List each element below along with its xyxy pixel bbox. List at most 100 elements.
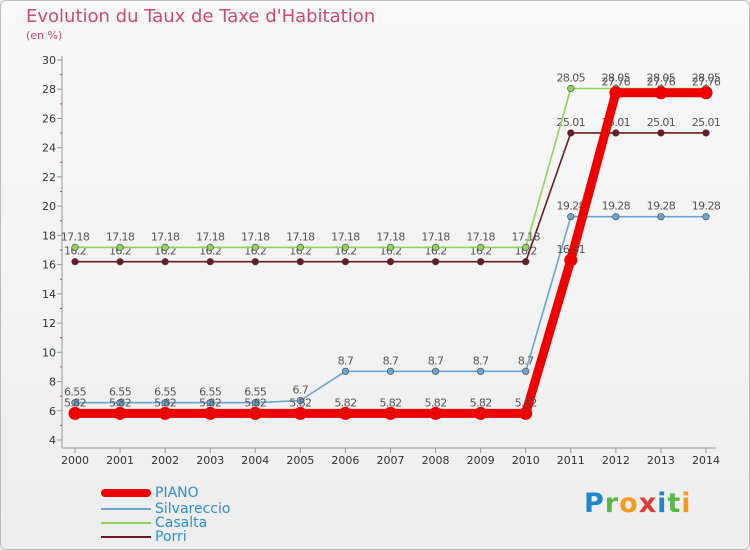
data-point-casalta	[206, 243, 214, 251]
chart-title: Evolution du Taux de Taxe d'Habitation	[26, 6, 376, 27]
data-point-casalta	[71, 243, 79, 251]
data-label-casalta: 28.05	[602, 72, 631, 85]
y-tick-label: 8	[49, 376, 56, 389]
data-point-porri	[431, 258, 440, 266]
data-point-silvareccio	[657, 213, 665, 221]
legend-item-casalta: Casalta	[101, 516, 207, 530]
logo-letter: x	[638, 488, 658, 519]
y-tick-label: 14	[42, 288, 56, 301]
data-point-porri	[477, 258, 485, 266]
data-point-silvareccio	[522, 367, 530, 375]
proxiti-logo: Proxiti	[584, 488, 692, 519]
y-tick-label: 22	[42, 171, 56, 184]
legend-label-porri: Porri	[155, 529, 187, 545]
data-point-piano	[68, 406, 82, 420]
data-point-casalta	[116, 243, 124, 251]
data-label-silvareccio: 8.7	[518, 354, 534, 367]
y-tick-label: 18	[42, 229, 56, 242]
data-point-porri	[206, 258, 214, 266]
data-point-piano	[248, 406, 262, 420]
y-tick-label: 12	[42, 317, 56, 330]
logo-letter: o	[619, 488, 639, 519]
y-tick-label: 24	[42, 142, 56, 155]
x-tick-label: 2011	[557, 454, 585, 467]
x-tick-label: 2007	[377, 454, 405, 467]
legend-item-porri: Porri	[101, 530, 187, 544]
data-point-casalta	[522, 243, 530, 251]
y-axis-unit: (en %)	[26, 29, 63, 42]
data-label-casalta: 17.18	[421, 230, 450, 243]
data-label-piano: 16.31	[557, 243, 586, 256]
data-label-silvareccio: 8.7	[428, 354, 444, 367]
legend-swatch-porri	[101, 536, 151, 538]
data-label-piano: 27.76	[647, 76, 676, 89]
x-tick-label: 2001	[106, 454, 134, 467]
x-tick-label: 2012	[602, 454, 630, 467]
data-point-silvareccio	[71, 399, 79, 407]
data-label-casalta: 17.18	[241, 230, 270, 243]
data-label-piano: 5.82	[154, 396, 176, 409]
data-point-casalta	[477, 243, 485, 251]
logo-letter: t	[667, 488, 682, 519]
data-label-casalta: 17.18	[106, 230, 135, 243]
x-tick-label: 2014	[692, 454, 720, 467]
data-label-silvareccio: 8.7	[473, 354, 489, 367]
data-point-piano	[474, 406, 488, 420]
data-label-piano: 5.82	[109, 396, 131, 409]
data-label-casalta: 17.18	[511, 230, 540, 243]
y-tick-label: 10	[42, 346, 56, 359]
legend-label-casalta: Casalta	[155, 515, 208, 531]
data-point-casalta	[251, 243, 259, 251]
data-point-porri	[386, 258, 395, 266]
data-label-casalta: 17.18	[151, 230, 180, 243]
data-point-casalta	[341, 243, 350, 251]
data-point-porri	[116, 258, 124, 266]
data-point-porri	[161, 258, 169, 266]
x-tick-label: 2013	[647, 454, 675, 467]
data-label-silvareccio: 19.28	[602, 200, 631, 213]
logo-letter: P	[584, 488, 605, 519]
y-tick-label: 6	[49, 405, 56, 418]
x-tick-label: 2005	[286, 454, 314, 467]
data-label-piano: 5.82	[470, 396, 492, 409]
data-label-silvareccio: 8.7	[338, 354, 354, 367]
data-point-silvareccio	[477, 367, 485, 375]
data-label-silvareccio: 19.28	[557, 200, 586, 213]
logo-letter: r	[604, 488, 620, 519]
data-point-piano	[609, 86, 623, 100]
data-label-piano: 5.82	[515, 396, 537, 409]
data-label-silvareccio: 19.28	[647, 200, 676, 213]
y-tick-label: 28	[42, 83, 56, 96]
data-point-porri	[71, 258, 79, 266]
data-point-porri	[251, 258, 259, 266]
legend-item-piano: PIANO	[101, 486, 199, 500]
data-point-piano	[113, 406, 127, 420]
x-tick-label: 2010	[512, 454, 540, 467]
legend-label-piano: PIANO	[155, 485, 199, 501]
data-label-porri: 25.01	[557, 116, 586, 129]
x-tick-label: 2006	[331, 454, 359, 467]
data-label-casalta: 28.05	[647, 72, 676, 85]
legend-label-silvareccio: Silvareccio	[155, 501, 231, 517]
y-tick-label: 20	[42, 200, 56, 213]
data-point-piano	[429, 406, 443, 420]
data-point-silvareccio	[116, 399, 124, 407]
data-point-silvareccio	[702, 213, 710, 221]
legend-swatch-piano	[101, 489, 151, 497]
data-point-silvareccio	[612, 213, 620, 221]
data-point-piano	[338, 406, 352, 420]
data-point-casalta	[431, 243, 440, 251]
y-tick-label: 30	[42, 54, 56, 67]
data-point-silvareccio	[431, 367, 440, 375]
data-point-silvareccio	[251, 399, 259, 407]
data-point-silvareccio	[161, 399, 169, 407]
data-point-silvareccio	[567, 213, 575, 221]
data-label-casalta: 17.18	[286, 230, 315, 243]
logo-letter: i	[657, 488, 668, 519]
data-point-silvareccio	[206, 399, 214, 407]
data-point-porri	[657, 129, 665, 137]
data-point-piano	[654, 86, 668, 100]
data-label-silvareccio: 6.55	[64, 386, 87, 399]
logo-letter: i	[681, 488, 692, 519]
